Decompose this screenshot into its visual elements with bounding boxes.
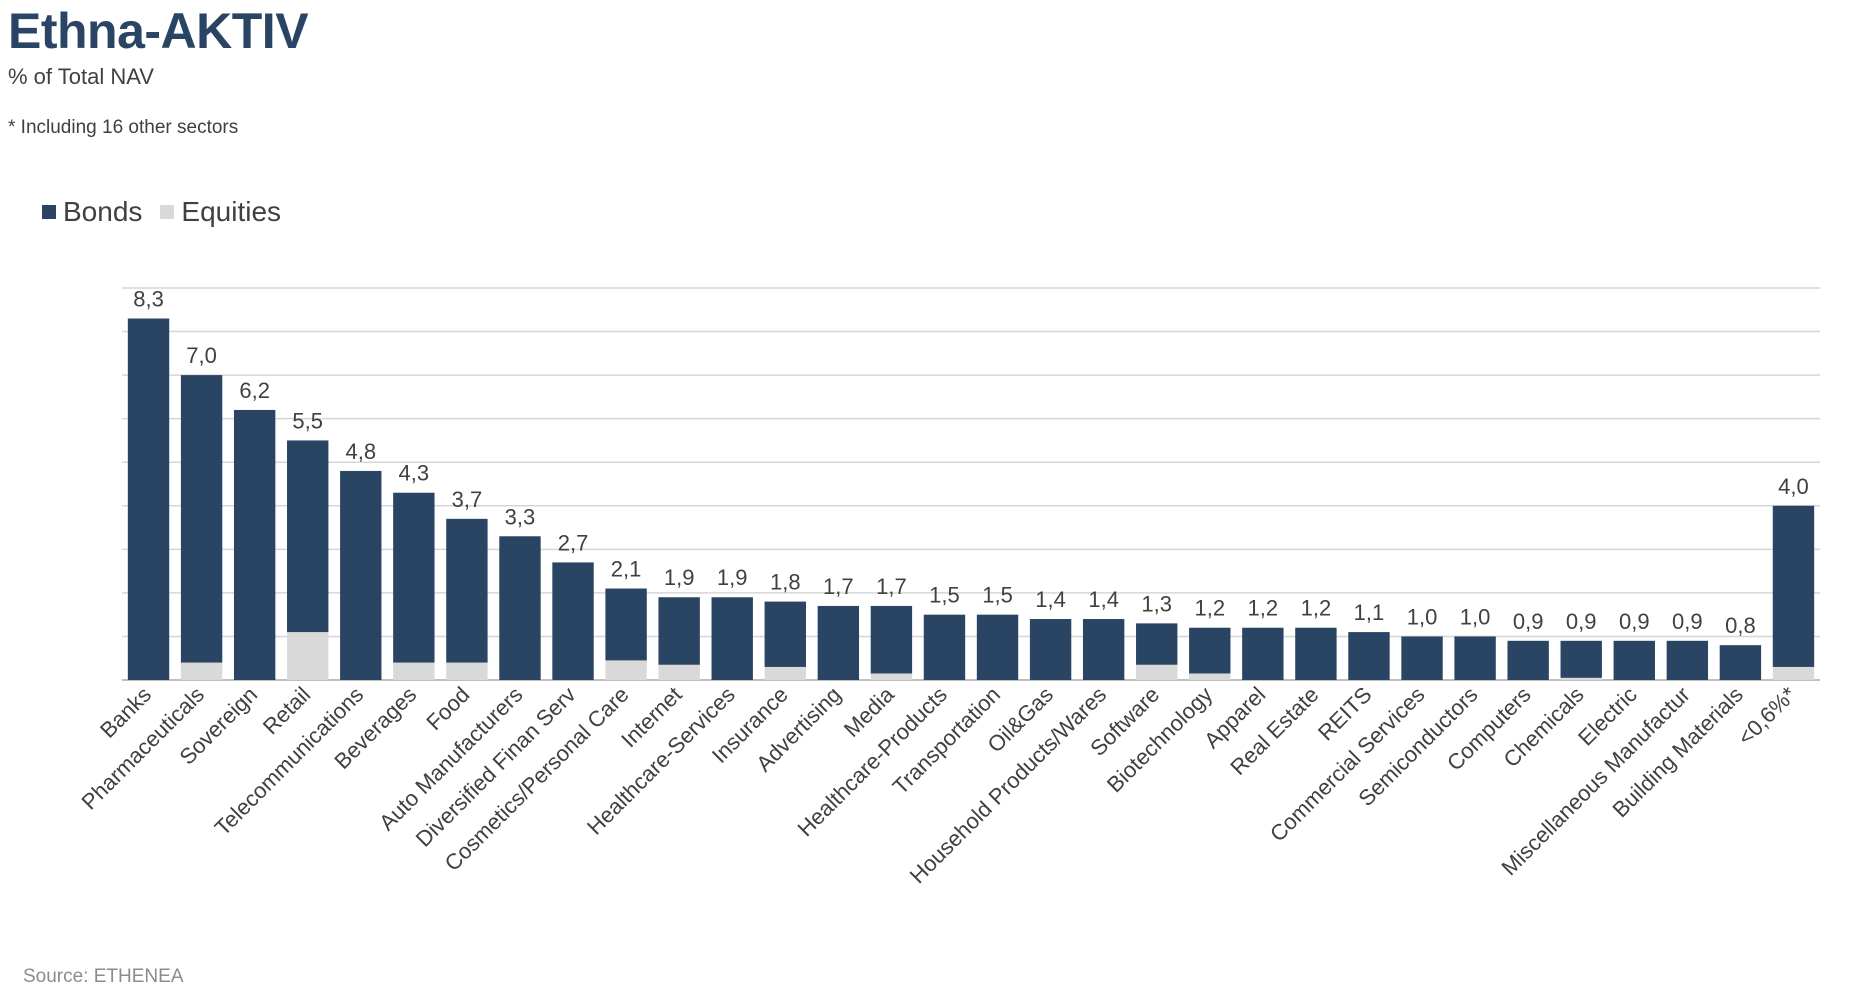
bar-bonds: [1401, 636, 1443, 680]
data-label: 1,2: [1301, 596, 1332, 621]
data-label: 0,9: [1619, 609, 1650, 634]
bar-bonds: [711, 597, 753, 680]
bar-bonds: [1029, 619, 1072, 680]
bar-bonds: [287, 440, 329, 633]
bar-bonds: [817, 605, 860, 680]
bar-bonds: [180, 375, 223, 663]
data-label: 1,5: [982, 583, 1013, 608]
data-label: 1,2: [1194, 596, 1225, 621]
bar-bonds: [605, 588, 647, 661]
bar-bonds: [340, 470, 382, 680]
bar-equities: [605, 660, 647, 680]
bar-equities: [658, 664, 700, 680]
bar-bonds: [923, 614, 966, 680]
bar-bonds: [1560, 640, 1602, 678]
data-label: 4,8: [345, 439, 376, 464]
data-label: 7,0: [186, 343, 217, 368]
legend-label-bonds: Bonds: [63, 196, 143, 227]
data-label: 1,9: [664, 565, 695, 590]
bar-equities: [446, 662, 488, 680]
bar-bonds: [1189, 627, 1231, 674]
bar-bonds: [1242, 627, 1284, 680]
legend-swatch-equities: [160, 205, 175, 219]
data-label: 0,9: [1513, 609, 1544, 634]
data-label: 1,1: [1354, 600, 1385, 625]
bar-equities: [1189, 673, 1231, 680]
bar-bonds: [1454, 636, 1496, 680]
bar-equities: [1136, 664, 1178, 680]
data-label: 8,3: [133, 286, 164, 311]
x-tick-label: <0,6%*: [1733, 682, 1802, 751]
data-label: 1,4: [1035, 587, 1066, 612]
data-label: 4,0: [1778, 474, 1809, 499]
legend-item-equities: Equities: [160, 196, 281, 228]
bar-bonds: [393, 492, 435, 663]
bar-equities: [393, 662, 435, 680]
data-label: 1,5: [929, 583, 960, 608]
bar-bonds: [1507, 640, 1549, 680]
data-label: 1,0: [1407, 604, 1438, 629]
data-label: 0,8: [1725, 613, 1756, 638]
data-label: 0,9: [1672, 609, 1703, 634]
bar-bonds: [658, 597, 700, 665]
data-label: 1,3: [1141, 591, 1172, 616]
legend-item-bonds: Bonds: [42, 196, 142, 228]
bar-bonds: [1719, 645, 1762, 680]
bar-bonds: [499, 536, 541, 680]
bar-bonds: [764, 601, 806, 667]
bar-bonds: [1666, 640, 1709, 680]
bar-bonds: [552, 562, 594, 680]
data-label: 1,4: [1088, 587, 1119, 612]
bar-equities: [1560, 677, 1602, 680]
data-label: 1,9: [717, 565, 748, 590]
data-label: 5,5: [292, 408, 323, 433]
data-label: 1,7: [823, 574, 854, 599]
chart-title: Ethna-AKTIV: [8, 3, 309, 59]
chart-footnote: * Including 16 other sectors: [8, 117, 239, 138]
chart-subtitle: % of Total NAV: [8, 64, 154, 89]
bar-bonds: [976, 614, 1019, 680]
bar-equities: [180, 662, 223, 680]
legend-label-equities: Equities: [181, 196, 282, 227]
data-label: 1,8: [770, 570, 801, 595]
bar-bonds: [1295, 627, 1337, 680]
data-label: 3,3: [505, 504, 536, 529]
bar-equities: [1772, 666, 1815, 680]
bar-bonds: [1348, 632, 1390, 680]
legend-swatch-bonds: [42, 205, 56, 219]
source-note: Source: ETHENEA: [23, 966, 184, 987]
chart-legend: Bonds Equities: [42, 196, 299, 228]
data-label: 6,2: [239, 378, 270, 403]
data-label: 1,7: [876, 574, 907, 599]
bar-bonds: [127, 318, 170, 680]
data-label: 1,0: [1460, 604, 1491, 629]
data-label: 1,2: [1248, 596, 1279, 621]
bar-equities: [287, 632, 329, 680]
bar-bonds: [233, 409, 276, 680]
bar-equities: [764, 666, 806, 680]
bar-bonds: [870, 605, 913, 674]
data-label: 2,1: [611, 557, 642, 582]
bar-bonds: [1772, 505, 1815, 667]
data-label: 0,9: [1566, 609, 1597, 634]
data-label: 3,7: [452, 487, 483, 512]
bar-bonds: [1082, 619, 1125, 680]
data-label: 4,3: [399, 461, 430, 486]
data-label: 2,7: [558, 530, 589, 555]
bar-equities: [870, 673, 913, 680]
bar-bonds: [1136, 623, 1178, 665]
bar-bonds: [446, 518, 488, 663]
bar-bonds: [1613, 640, 1655, 680]
